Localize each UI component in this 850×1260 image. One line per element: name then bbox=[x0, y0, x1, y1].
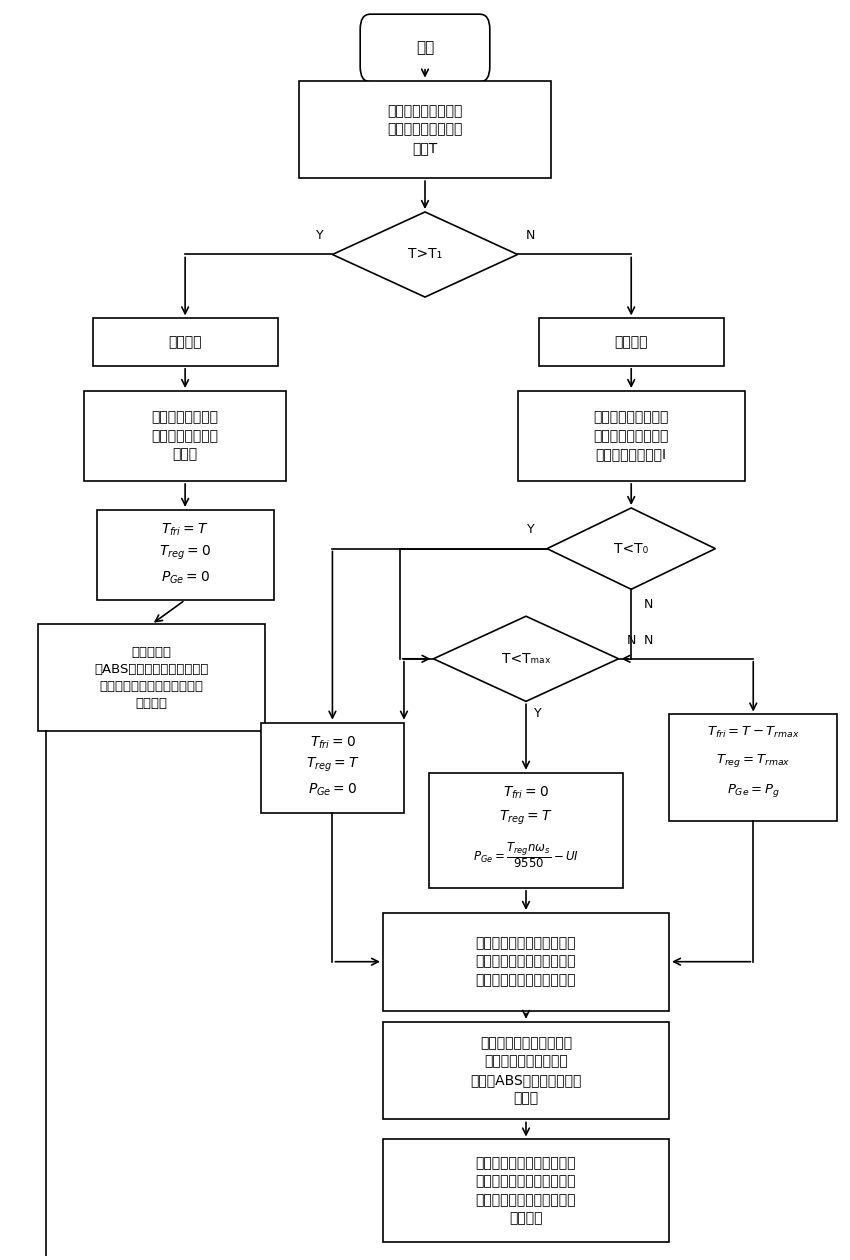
Text: $T_{fri}=T-T_{rmax}$: $T_{fri}=T-T_{rmax}$ bbox=[707, 724, 800, 740]
Bar bbox=[382, 1022, 669, 1119]
Bar bbox=[261, 723, 404, 813]
Text: T<T₀: T<T₀ bbox=[615, 542, 649, 556]
Text: $T_{fri}=0$: $T_{fri}=0$ bbox=[503, 785, 549, 801]
Bar bbox=[84, 391, 286, 481]
Bar bbox=[298, 81, 552, 178]
Text: 整车控制器向轮毅电机发送
电制动力矩指令，并向发电
机和发动机分别发送转矩和
转速指令: 整车控制器向轮毅电机发送 电制动力矩指令，并向发电 机和发动机分别发送转矩和 转… bbox=[476, 1157, 576, 1225]
Text: N: N bbox=[526, 229, 536, 242]
Bar bbox=[669, 714, 837, 820]
Polygon shape bbox=[434, 616, 619, 702]
Text: $P_{Ge}=\dfrac{T_{reg}n\omega_s}{9550}-UI$: $P_{Ge}=\dfrac{T_{reg}n\omega_s}{9550}-U… bbox=[473, 840, 579, 871]
Text: 常规制动: 常规制动 bbox=[615, 335, 648, 349]
Text: T<Tₘₐₓ: T<Tₘₐₓ bbox=[502, 651, 551, 665]
Bar bbox=[518, 391, 745, 481]
Text: 整车控制器根据陌螺仪信号
进行车辆前、后轴的电制动
力矩和机械制动力矩的分配: 整车控制器根据陌螺仪信号 进行车辆前、后轴的电制动 力矩和机械制动力矩的分配 bbox=[476, 936, 576, 987]
Text: 整车控制器
向ABS发出解除轮缸目标压力
指令，整车制动完全由机械制
动来提供: 整车控制器 向ABS发出解除轮缸目标压力 指令，整车制动完全由机械制 动来提供 bbox=[94, 645, 208, 709]
Text: $T_{reg}=0$: $T_{reg}=0$ bbox=[159, 543, 211, 562]
Text: N: N bbox=[643, 597, 653, 611]
Bar bbox=[539, 319, 724, 365]
Text: 开始: 开始 bbox=[416, 40, 434, 55]
Text: $T_{fri}=0$: $T_{fri}=0$ bbox=[309, 735, 355, 751]
Text: $P_{Ge}=0$: $P_{Ge}=0$ bbox=[308, 782, 357, 799]
Bar bbox=[93, 319, 278, 365]
Text: Y: Y bbox=[316, 229, 324, 242]
Text: Y: Y bbox=[527, 523, 535, 537]
Text: 紧急制动: 紧急制动 bbox=[168, 335, 202, 349]
Bar bbox=[382, 1139, 669, 1242]
Text: $T_{reg}=T$: $T_{reg}=T$ bbox=[306, 756, 359, 775]
Text: 整车控制器向轮毅
电机发出信号退出
电制动: 整车控制器向轮毅 电机发出信号退出 电制动 bbox=[151, 411, 218, 461]
Polygon shape bbox=[547, 508, 716, 590]
Bar bbox=[429, 772, 623, 888]
Bar bbox=[38, 625, 265, 731]
Text: Y: Y bbox=[535, 707, 542, 721]
Text: 整车控制器根据机械制动
力矩计算出轮缸目标压
力，并ABS发送相应目标压
力命令: 整车控制器根据机械制动 力矩计算出轮缸目标压 力，并ABS发送相应目标压 力命令 bbox=[470, 1036, 581, 1105]
Bar bbox=[97, 510, 274, 600]
Text: 整车控制器读取动力
电池管理系统信号，
实时最大充电电流I: 整车控制器读取动力 电池管理系统信号， 实时最大充电电流I bbox=[593, 411, 669, 461]
Text: N: N bbox=[643, 634, 653, 646]
Text: $P_{Ge}=P_g$: $P_{Ge}=P_g$ bbox=[727, 781, 779, 799]
Text: $T_{reg}=T_{rmax}$: $T_{reg}=T_{rmax}$ bbox=[716, 752, 790, 769]
FancyBboxPatch shape bbox=[360, 14, 490, 82]
Text: $T_{fri}=T$: $T_{fri}=T$ bbox=[162, 522, 209, 538]
Text: $P_{Ge}=0$: $P_{Ge}=0$ bbox=[161, 570, 210, 586]
Polygon shape bbox=[332, 212, 518, 297]
Text: T>T₁: T>T₁ bbox=[408, 247, 442, 262]
Text: 整车控制器根据蹏板
信号求整车需求制动
力矩T: 整车控制器根据蹏板 信号求整车需求制动 力矩T bbox=[388, 103, 462, 155]
Text: $T_{reg}=T$: $T_{reg}=T$ bbox=[499, 809, 552, 827]
Bar bbox=[382, 914, 669, 1011]
Text: N: N bbox=[627, 634, 637, 646]
